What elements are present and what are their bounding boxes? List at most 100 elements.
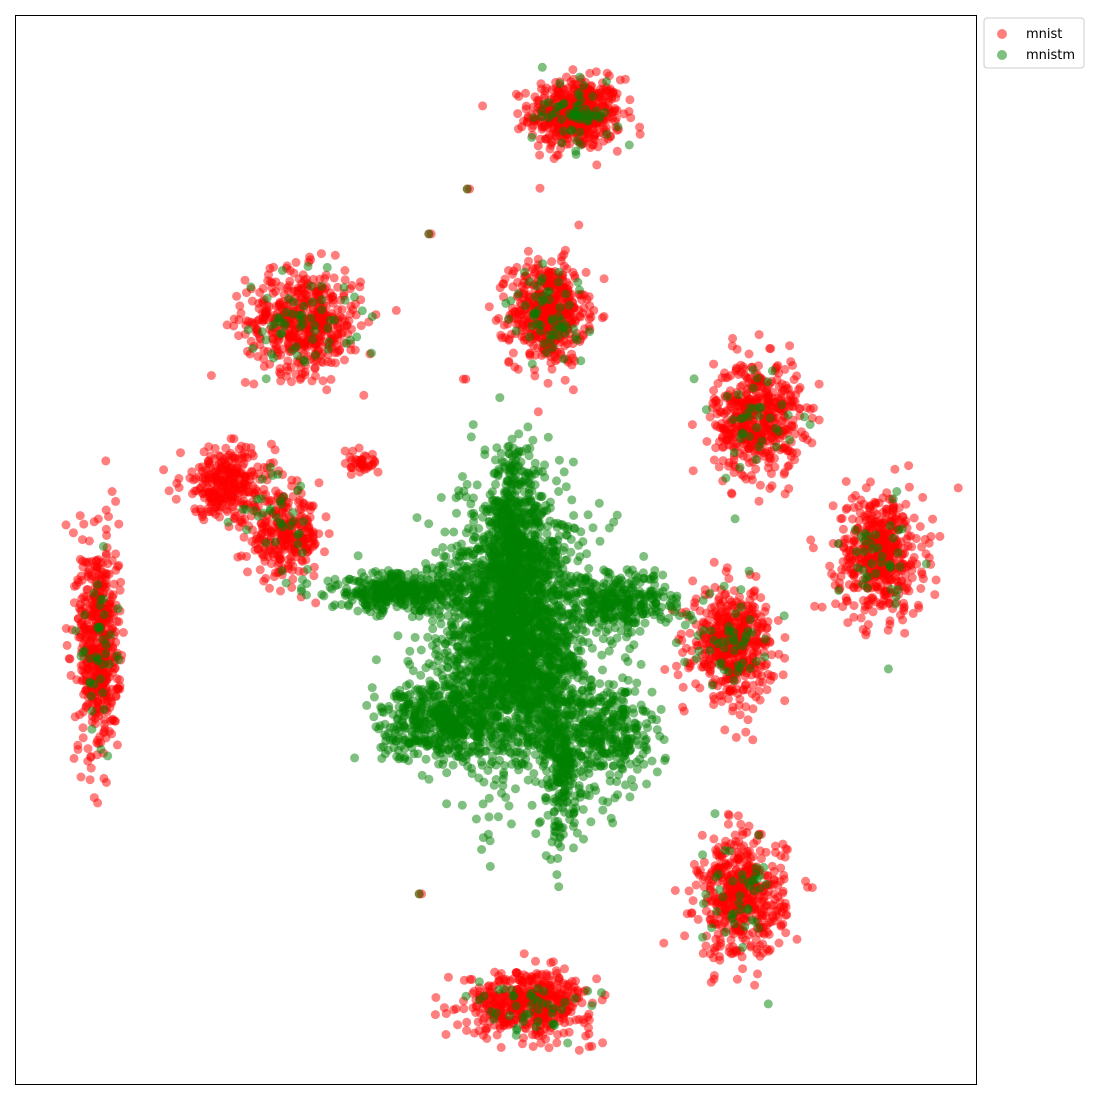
point-mnist: [786, 357, 796, 367]
point-mnist: [780, 633, 790, 642]
point-mnist: [527, 123, 537, 133]
point-mnist: [232, 291, 242, 301]
point-mnist: [86, 763, 96, 773]
point-mnist: [282, 362, 292, 372]
point-mnist: [697, 830, 707, 840]
point-mnist: [280, 544, 290, 554]
point-mnist: [90, 572, 100, 582]
point-mnist: [443, 972, 453, 982]
point-mnist: [356, 321, 366, 331]
point-mnist: [860, 605, 870, 615]
point-mnist: [753, 969, 762, 979]
point-mnist: [709, 834, 719, 844]
point-mnist: [708, 692, 718, 701]
point-mnist: [284, 281, 294, 291]
point-mnist: [688, 466, 698, 476]
point-mnist: [114, 519, 124, 529]
point-mnist: [231, 498, 241, 508]
point-mnist: [514, 91, 524, 101]
point-mnist: [544, 1043, 554, 1053]
point-mnist: [746, 471, 756, 480]
point-mnist: [504, 357, 514, 367]
point-mnist: [102, 531, 112, 540]
point-mnist: [916, 584, 926, 593]
point-mnist: [751, 464, 761, 474]
point-mnist: [206, 371, 216, 380]
point-mnist: [838, 524, 848, 534]
point-mnist: [635, 122, 645, 132]
point-mnist: [726, 898, 736, 908]
point-mnist: [918, 492, 928, 502]
point-mnist: [711, 443, 721, 453]
point-mnist: [247, 467, 257, 477]
point-mnist: [288, 574, 298, 584]
point-mnist: [719, 442, 729, 452]
point-mnist: [727, 341, 737, 351]
point-mnist: [248, 451, 258, 461]
point-mnist: [709, 557, 719, 567]
point-mnist: [801, 876, 811, 886]
point-mnist: [99, 773, 109, 783]
point-mnist: [459, 1004, 469, 1014]
point-mnist: [872, 510, 882, 519]
point-mnist: [324, 529, 334, 539]
point-mnist: [918, 574, 928, 584]
point-mnist: [235, 475, 244, 485]
point-mnist: [762, 623, 772, 633]
point-mnist: [783, 461, 793, 471]
point-mnist: [766, 344, 776, 354]
point-mnist: [693, 914, 703, 924]
point-mnist: [439, 1003, 449, 1013]
point-mnist: [733, 811, 743, 821]
point-mnist: [213, 467, 223, 477]
point-mnist: [723, 694, 733, 704]
point-mnist: [780, 364, 790, 374]
point-mnist: [914, 603, 924, 613]
point-mnist: [907, 565, 917, 575]
point-mnist: [508, 348, 518, 358]
point-mnist: [431, 993, 441, 1002]
point-mnist: [687, 420, 697, 430]
point-mnist: [523, 246, 533, 256]
point-mnist: [840, 534, 850, 544]
point-mnist: [492, 1030, 502, 1040]
point-mnist: [881, 504, 891, 514]
point-mnist: [612, 146, 622, 156]
point-mnist: [118, 628, 128, 637]
point-mnist: [533, 141, 543, 151]
point-mnist: [757, 897, 767, 906]
point-mnist: [771, 910, 781, 920]
point-mnist: [792, 934, 802, 944]
point-mnist: [70, 712, 80, 722]
point-mnist: [751, 692, 761, 702]
point-mnist: [598, 1038, 608, 1048]
point-mnist: [899, 602, 909, 612]
point-mnist: [691, 880, 701, 890]
point-mnist: [265, 496, 275, 505]
point-mnist: [308, 528, 318, 538]
point-mnist: [521, 88, 530, 98]
point-mnist: [566, 311, 575, 321]
point-mnist: [915, 522, 925, 531]
point-mnist: [537, 121, 547, 131]
point-mnist: [584, 1029, 594, 1039]
point-mnist: [906, 531, 916, 541]
point-mnist: [787, 398, 797, 407]
point-mnist: [672, 661, 681, 671]
point-mnist: [861, 483, 871, 493]
point-mnist: [305, 252, 315, 262]
point-mnist: [61, 624, 71, 633]
point-mnist: [236, 308, 246, 318]
point-mnist: [603, 115, 613, 124]
point-mnist: [779, 469, 789, 479]
point-mnist: [754, 496, 764, 506]
point-mnist: [508, 269, 518, 279]
point-mnist: [707, 661, 716, 671]
point-mnist: [253, 352, 263, 361]
point-mnist: [511, 968, 521, 978]
point-mnist: [326, 374, 336, 384]
point-mnist: [212, 485, 222, 495]
point-mnist: [772, 375, 782, 385]
point-mnist: [864, 503, 874, 513]
point-mnist: [547, 364, 557, 374]
